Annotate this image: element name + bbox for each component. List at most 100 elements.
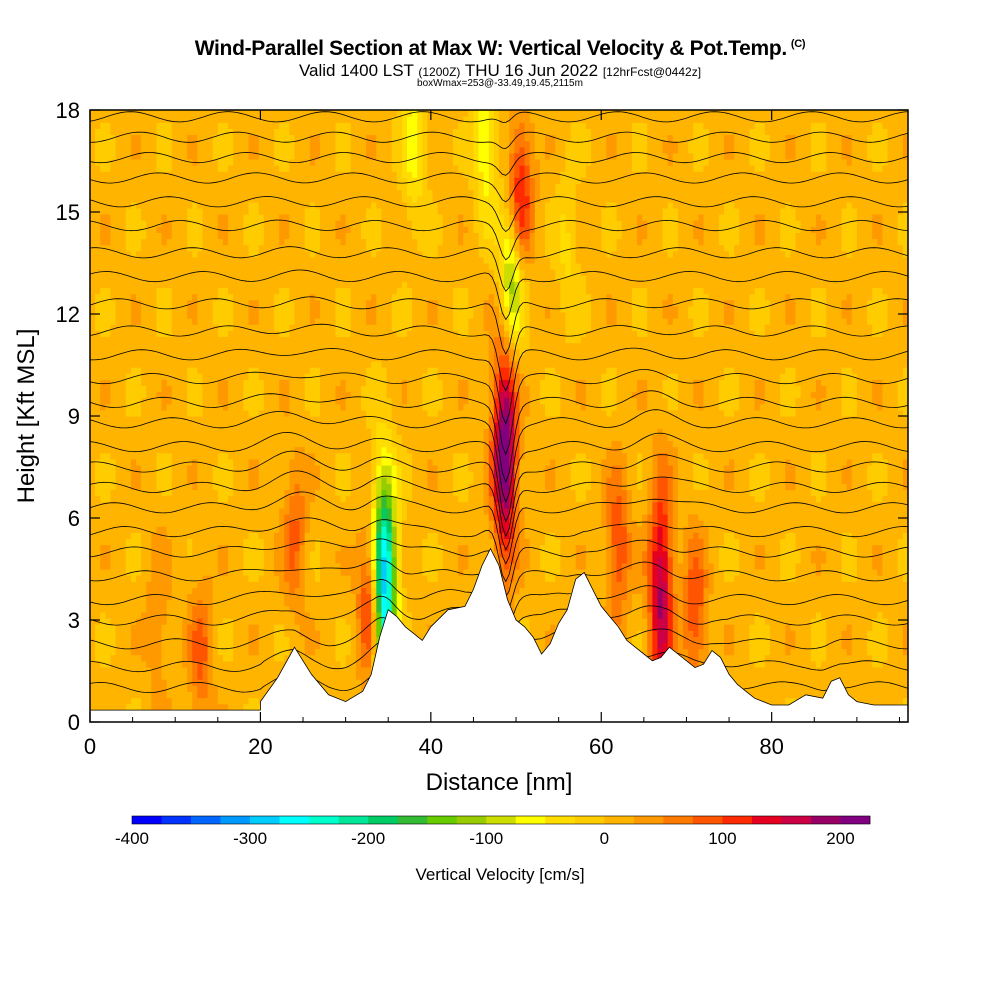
field-cell [274, 207, 280, 215]
field-cell [202, 385, 209, 393]
field-cell [146, 263, 152, 270]
field-cell [202, 513, 209, 521]
field-cell [161, 379, 168, 386]
field-cell [161, 110, 168, 117]
field-cell [217, 189, 224, 197]
field-cell [100, 122, 106, 129]
field-cell [304, 275, 311, 282]
field-cell [95, 617, 101, 625]
field-cell [268, 318, 275, 325]
field-cell [335, 691, 342, 699]
field-cell [253, 685, 260, 692]
field-cell [115, 183, 122, 191]
field-cell [182, 373, 188, 380]
field-cell [248, 318, 255, 325]
field-cell [115, 379, 122, 386]
field-cell [248, 238, 255, 246]
field-cell [258, 434, 265, 442]
field-cell [156, 379, 163, 386]
field-cell [222, 195, 229, 203]
field-cell [253, 220, 260, 227]
field-cell [176, 538, 183, 546]
field-cell [100, 250, 106, 258]
field-cell [299, 403, 306, 411]
field-cell [187, 348, 193, 356]
field-cell [228, 134, 234, 142]
field-cell [151, 177, 158, 185]
field-cell [243, 507, 250, 515]
field-cell [130, 122, 137, 129]
field-cell [294, 520, 301, 527]
field-cell [279, 446, 285, 454]
field-cell [284, 428, 290, 435]
field-cell [166, 513, 173, 521]
field-cell [151, 617, 158, 625]
field-cell [187, 538, 193, 546]
field-cell [197, 538, 204, 546]
field-cell [166, 336, 173, 344]
field-cell [115, 287, 122, 295]
field-cell [182, 593, 188, 601]
field-cell [243, 679, 250, 686]
field-cell [202, 177, 209, 185]
field-cell [125, 183, 132, 191]
field-cell [187, 685, 193, 692]
field-cell [176, 562, 183, 570]
field-cell [192, 464, 198, 472]
field-cell [212, 214, 219, 221]
field-cell [258, 152, 265, 160]
field-cell [258, 275, 265, 282]
field-cell [274, 373, 280, 380]
field-cell [335, 624, 342, 631]
field-cell [217, 611, 224, 619]
field-cell [304, 575, 311, 582]
field-cell [166, 691, 173, 699]
field-cell [100, 293, 106, 301]
field-cell [274, 575, 280, 582]
field-cell [330, 122, 336, 129]
field-cell [192, 373, 198, 380]
field-cell [151, 336, 158, 344]
field-cell [115, 330, 122, 338]
field-cell [130, 152, 137, 160]
field-cell [151, 293, 158, 301]
field-cell [151, 513, 158, 521]
field-cell [171, 158, 178, 166]
field-cell [258, 385, 265, 393]
field-cell [110, 275, 117, 282]
field-cell [105, 140, 112, 148]
field-cell [279, 116, 285, 123]
field-cell [263, 605, 270, 613]
field-cell [120, 605, 127, 613]
field-cell [187, 232, 193, 240]
field-cell [284, 654, 290, 662]
field-cell [284, 269, 290, 276]
field-cell [258, 587, 265, 595]
field-cell [335, 446, 342, 454]
field-cell [171, 207, 178, 215]
field-cell [156, 140, 163, 148]
field-cell [212, 648, 219, 656]
field-cell [268, 532, 275, 539]
field-cell [248, 177, 255, 185]
field-cell [176, 158, 183, 166]
field-cell [340, 477, 347, 484]
field-cell [243, 434, 250, 442]
field-cell [171, 360, 178, 368]
field-cell [141, 336, 147, 344]
field-cell [90, 122, 96, 129]
field-cell [309, 409, 316, 417]
field-cell [228, 611, 234, 619]
field-cell [161, 293, 168, 301]
field-cell [248, 434, 255, 442]
field-cell [110, 373, 117, 380]
field-cell [120, 183, 127, 191]
field-cell [212, 287, 219, 295]
field-cell [166, 538, 173, 546]
field-cell [248, 593, 255, 601]
field-cell [228, 483, 234, 491]
field-cell [171, 391, 178, 399]
field-cell [330, 458, 336, 466]
field-cell [130, 189, 137, 197]
field-cell [110, 458, 117, 466]
